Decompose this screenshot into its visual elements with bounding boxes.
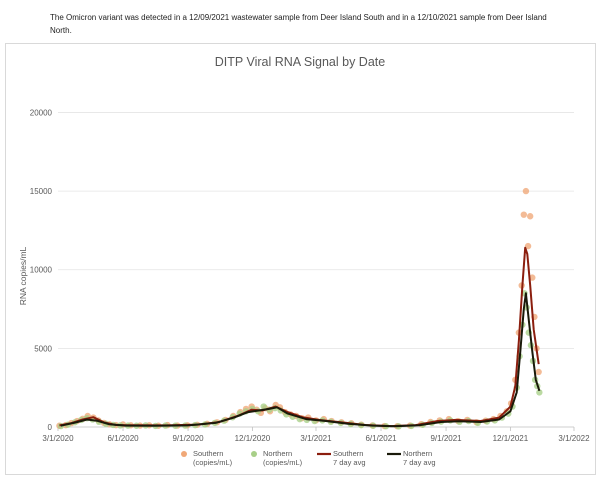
x-tick-label: 12/1/2020 [235, 434, 271, 443]
northern-point [536, 389, 543, 396]
legend-label: Southern [333, 449, 363, 458]
legend-sublabel: (copies/mL) [193, 458, 233, 467]
x-tick-labels: 3/1/2020 6/1/2020 9/1/2020 12/1/2020 3/1/202… [42, 427, 590, 443]
southern-point [520, 211, 528, 218]
y-tick-label: 0 [48, 423, 53, 432]
legend-marker [181, 451, 187, 457]
x-tick-label: 9/1/2020 [172, 434, 204, 443]
plot-area [56, 187, 543, 430]
legend-label: Southern [193, 449, 223, 458]
legend-sublabel: 7 day avg [333, 458, 366, 467]
chart-title: DITP Viral RNA Signal by Date [215, 55, 385, 69]
southern-point [524, 242, 532, 250]
southern-point [529, 274, 536, 281]
y-tick-label: 10000 [30, 266, 53, 275]
legend-sublabel: (copies/mL) [263, 458, 303, 467]
gridlines [58, 112, 574, 428]
legend-label: Northern [403, 449, 432, 458]
x-tick-label: 3/1/2022 [558, 434, 590, 443]
y-tick-label: 15000 [30, 187, 53, 196]
y-tick-label: 20000 [30, 108, 53, 117]
x-tick-label: 3/1/2021 [300, 434, 332, 443]
x-tick-label: 3/1/2020 [42, 434, 74, 443]
chart: DITP Viral RNA Signal by Date RNA copies… [18, 55, 590, 467]
northern-point [260, 403, 267, 410]
southern-point [526, 213, 534, 220]
intro-paragraph: The Omicron variant was detected in a 12… [50, 13, 547, 35]
chart-card: DITP Viral RNA Signal by Date RNA copies… [5, 43, 596, 475]
legend-sublabel: 7 day avg [403, 458, 436, 467]
legend-item: Southern(copies/mL) [181, 449, 233, 467]
x-tick-label: 9/1/2021 [430, 434, 462, 443]
y-tick-label: 5000 [34, 344, 52, 353]
southern-point [522, 187, 530, 195]
legend: Southern(copies/mL)Northern(copies/mL)So… [181, 449, 436, 467]
southern-avg-line [59, 246, 540, 428]
legend-marker [251, 451, 257, 457]
southern-point [535, 368, 542, 376]
legend-item: Northern(copies/mL) [251, 449, 303, 467]
y-tick-labels: 0 5000 10000 15000 20000 [30, 108, 53, 432]
x-tick-label: 6/1/2020 [107, 434, 139, 443]
northern-avg-line [60, 292, 541, 428]
x-tick-label: 12/1/2021 [493, 434, 529, 443]
x-tick-label: 6/1/2021 [365, 434, 397, 443]
legend-label: Northern [263, 449, 292, 458]
y-axis-label: RNA copies/mL [18, 246, 28, 305]
